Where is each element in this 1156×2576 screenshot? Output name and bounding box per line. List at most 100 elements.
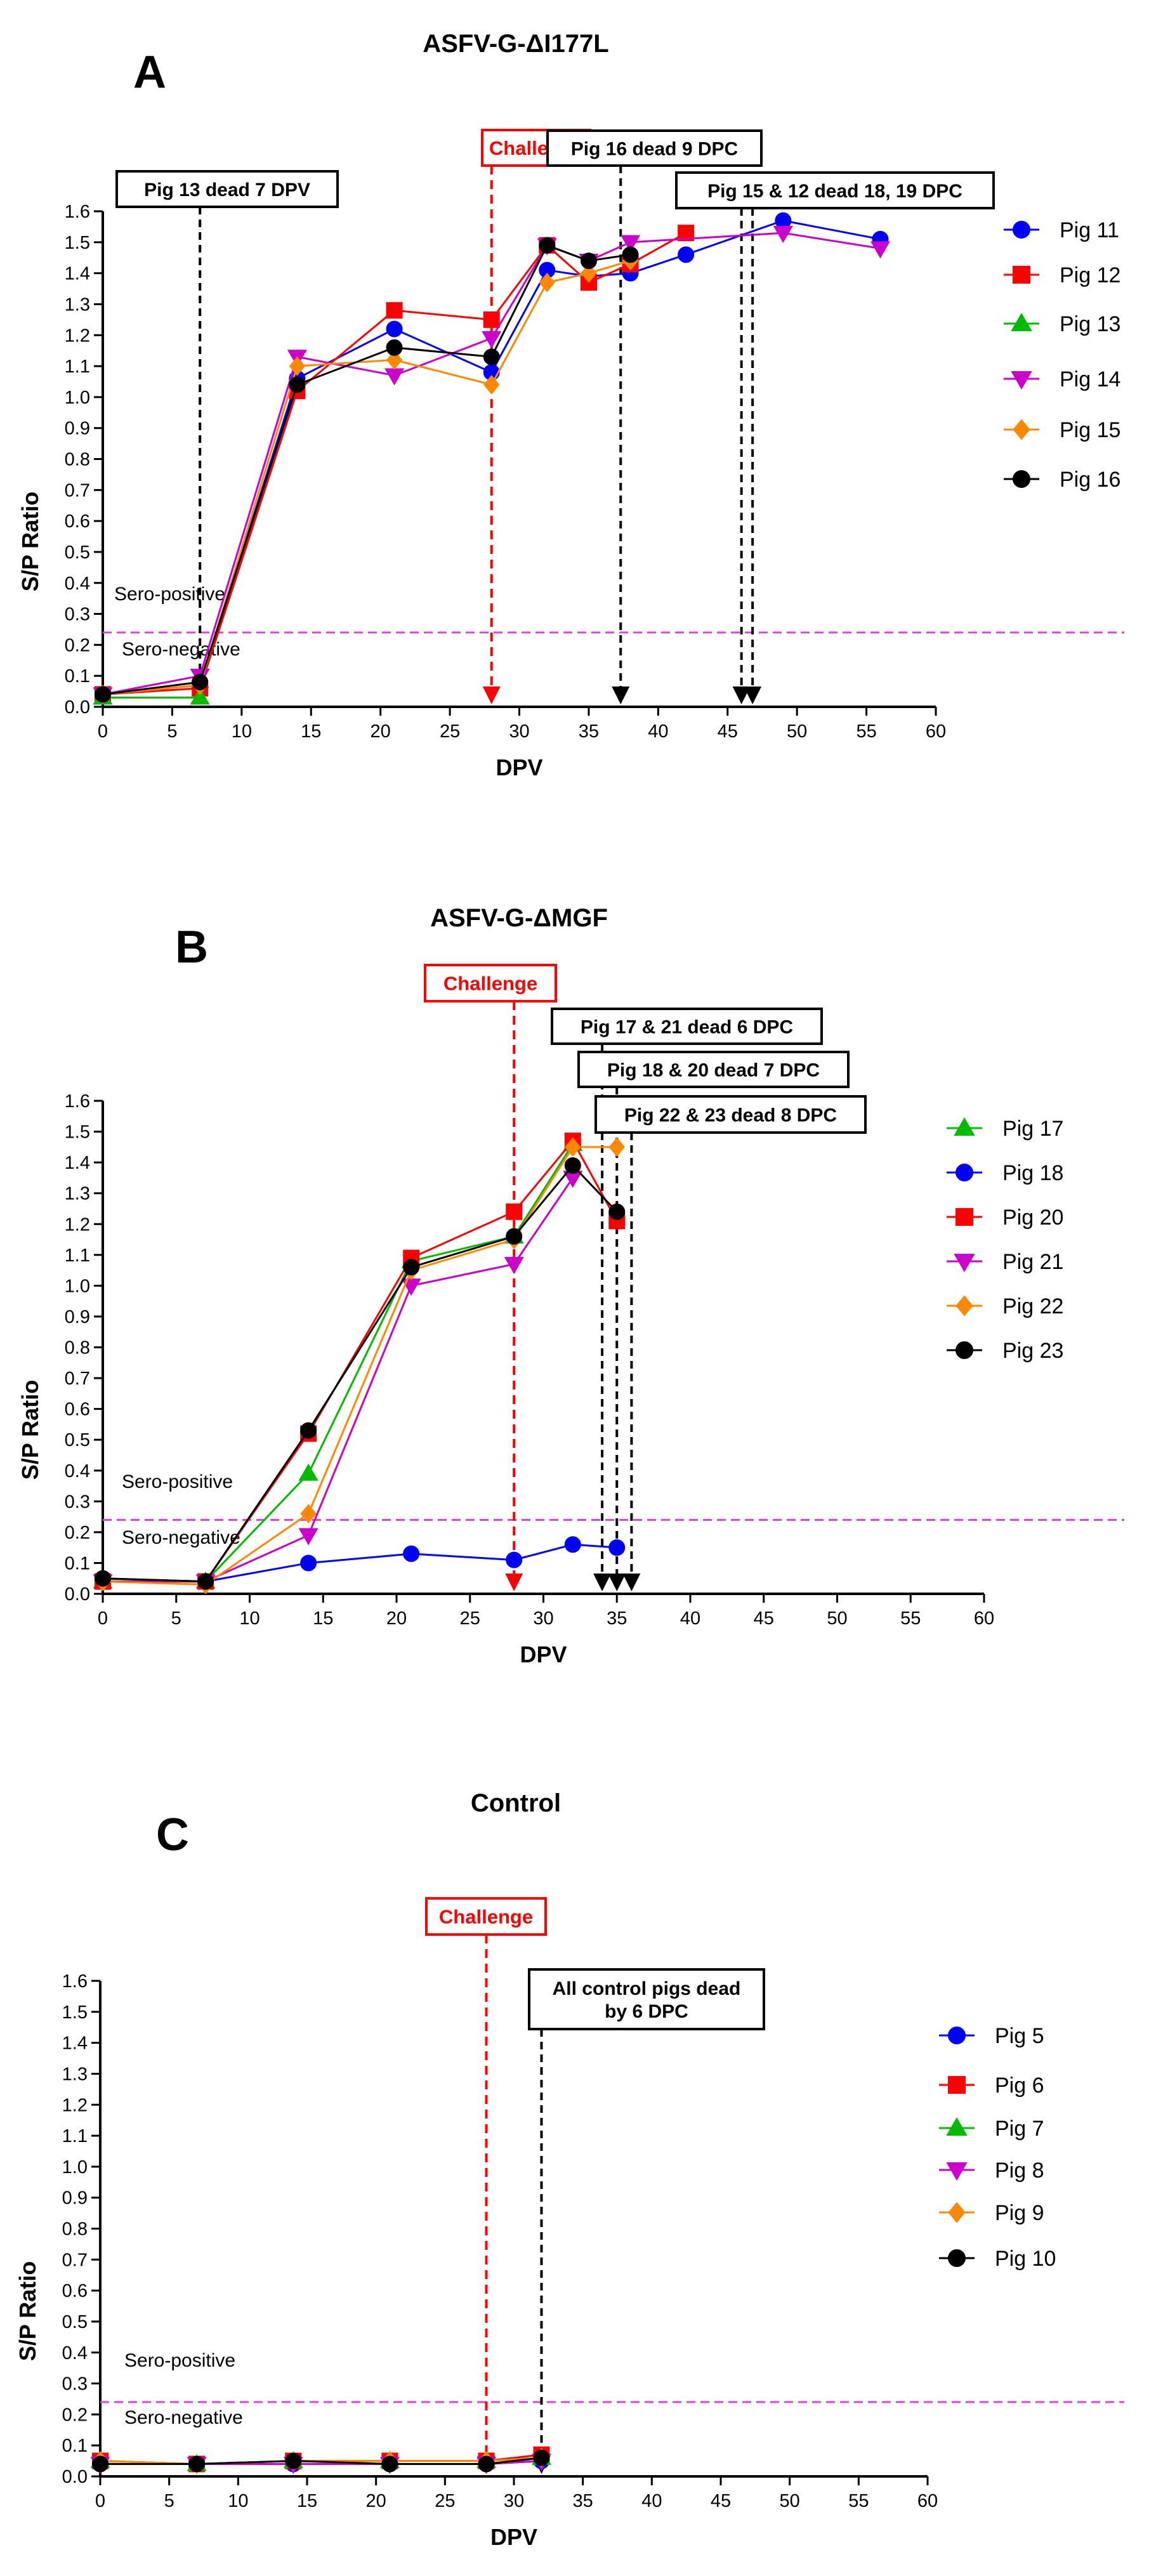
x-tick-label: 0 [98,721,108,742]
legend-label: Pig 6 [995,2073,1044,2098]
panel-letter: A [133,47,166,98]
y-tick-label: 0.7 [62,2250,88,2270]
chart-title: Control [471,1789,561,1817]
chart-title: ASFV-G-ΔMGF [430,904,608,932]
legend-marker [1011,313,1032,332]
series-line-pig-18 [102,1543,617,1583]
x-tick-label: 15 [313,1608,333,1629]
data-point [483,348,500,365]
data-point [298,1528,319,1546]
death-label: Pig 17 & 21 dead 6 DPC [581,1017,793,1038]
legend-marker [954,1253,975,1272]
death-arrow [593,1574,612,1591]
y-tick-label: 0.3 [65,1492,90,1512]
legend-label: Pig 20 [1002,1206,1063,1230]
death-box [528,1968,765,2030]
x-tick-label: 20 [371,721,391,742]
panel-letter: B [175,922,208,973]
x-tick-label: 60 [917,2491,938,2511]
y-tick-label: 0.8 [65,1338,90,1358]
y-tick-label: 0.0 [65,697,90,718]
chart-panel-B: ASFV-G-ΔMGF B 0.0 0.1 0.2 0.3 0.4 0.5 0.6 0.7 0.8 0… [17,904,1124,1667]
x-tick-label: 30 [509,721,529,742]
data-point [506,1228,523,1245]
y-tick-label: 0.8 [62,2219,88,2240]
death-label: Pig 18 & 20 dead 7 DPC [607,1060,820,1081]
data-point [504,1257,524,1275]
x-tick-label: 30 [504,2491,524,2511]
y-axis-label: S/P Ratio [17,1380,43,1480]
y-tick-label: 0.4 [65,1461,90,1482]
x-tick-label: 40 [680,1608,700,1629]
x-tick-label: 35 [579,721,599,742]
challenge-box [424,964,557,1002]
y-tick-label: 0.6 [65,1400,90,1420]
legend-marker [956,1295,973,1317]
legend-marker [956,1164,973,1181]
y-tick-label: 1.4 [65,264,90,284]
data-point [581,263,597,283]
chart-title: ASFV-G-ΔI177L [423,30,608,58]
legend-label: Pig 8 [995,2159,1044,2183]
data-point [285,2452,302,2469]
x-tick-label: 35 [573,2491,593,2511]
y-tick-label: 0.4 [65,574,90,594]
series-line-pig-10 [100,2457,542,2465]
data-point [403,1259,420,1276]
y-tick-label: 1.4 [62,2034,88,2054]
legend-label: Pig 5 [995,2024,1044,2048]
legend-label: Pig 12 [1060,263,1120,287]
x-tick-label: 25 [460,1608,480,1629]
y-tick-label: 1.6 [62,1971,88,1992]
series-line-pig-14 [102,232,881,695]
data-point [386,302,403,319]
data-point [622,246,639,263]
y-tick-label: 1.5 [62,2002,88,2023]
death-box [115,170,339,208]
legend-label: Pig 23 [1002,1339,1063,1363]
data-point [381,2455,398,2473]
sero-negative-label: Sero-negative [124,2407,243,2428]
y-tick-label: 1.2 [65,325,90,346]
data-point [95,686,111,703]
x-tick-label: 20 [386,1608,407,1629]
data-point [482,331,502,348]
sero-negative-label: Sero-negative [122,1527,240,1548]
y-tick-label: 1.2 [62,2095,88,2115]
y-tick-label: 1.6 [65,202,90,222]
y-tick-label: 0.7 [65,1369,90,1389]
legend-label: Pig 15 [1060,418,1120,442]
x-tick-label: 20 [366,2491,386,2511]
x-tick-label: 60 [974,1608,994,1629]
data-point [386,350,403,370]
y-tick-label: 0.5 [62,2312,88,2332]
legend-label: Pig 9 [995,2201,1044,2225]
data-point [483,374,500,395]
y-tick-label: 1.3 [62,2064,88,2084]
y-tick-label: 1.5 [65,1122,90,1143]
legend-marker [948,2202,966,2223]
x-tick-label: 10 [228,2491,248,2511]
data-point [506,1203,523,1220]
legend-marker [946,2162,968,2181]
x-tick-label: 35 [607,1608,627,1629]
x-tick-label: 25 [440,721,460,742]
series-line-pig-16 [102,244,631,695]
y-tick-label: 0.6 [62,2281,88,2301]
death-arrow [612,687,630,704]
y-axis-label: S/P Ratio [15,2261,41,2361]
legend-marker [1013,470,1030,488]
series-line-pig-17 [103,1143,574,1583]
sero-positive-label: Sero-positive [124,2350,235,2371]
data-point [188,2455,206,2473]
challenge-label: Challenge [443,973,537,995]
death-label: Pig 13 dead 7 DPV [144,180,310,200]
x-tick-label: 55 [900,1608,921,1629]
legend-marker [956,1208,973,1226]
death-label: Pig 22 & 23 dead 8 DPC [624,1105,837,1126]
data-point [92,2455,108,2473]
legend-marker [1011,371,1032,390]
x-tick-label: 10 [232,721,252,742]
data-point [300,1554,317,1572]
data-point [870,241,890,259]
